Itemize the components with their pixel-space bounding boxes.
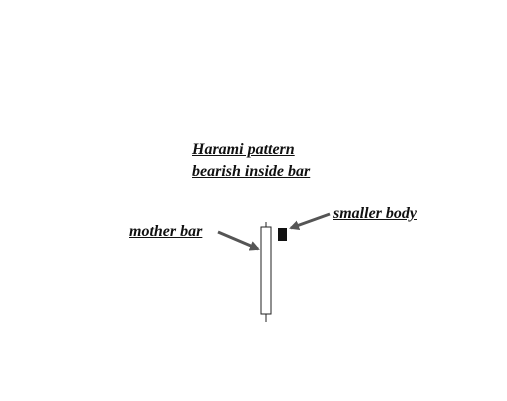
title-line-1: Harami pattern bbox=[192, 141, 295, 158]
smaller-body-label: smaller body bbox=[333, 205, 417, 222]
inside-bar-body bbox=[278, 228, 287, 241]
mother-bar-label: mother bar bbox=[129, 223, 203, 240]
mother-bar-body bbox=[260, 226, 272, 315]
title-line-2: bearish inside bar bbox=[192, 163, 311, 180]
smaller-body-arrow bbox=[289, 212, 331, 231]
mother-bar-arrow bbox=[217, 230, 260, 251]
